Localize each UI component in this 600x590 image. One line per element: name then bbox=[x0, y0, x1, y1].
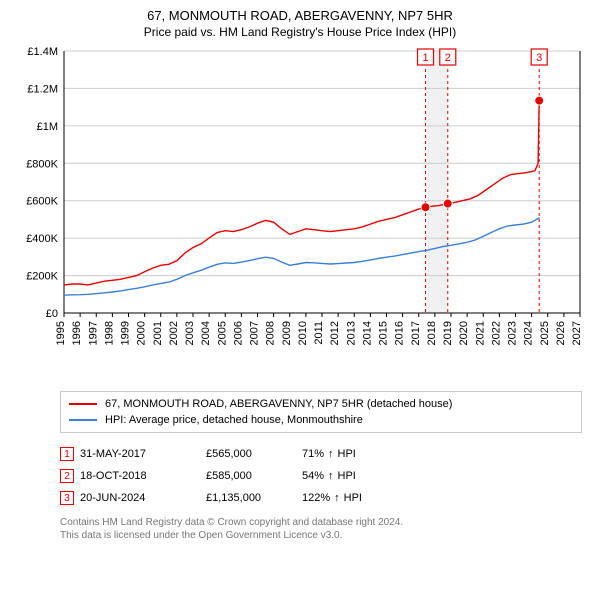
svg-text:1999: 1999 bbox=[120, 321, 132, 345]
svg-text:2000: 2000 bbox=[136, 321, 148, 345]
sale-marker: 3 bbox=[60, 491, 74, 505]
svg-text:2007: 2007 bbox=[249, 321, 261, 345]
title-main: 67, MONMOUTH ROAD, ABERGAVENNY, NP7 5HR bbox=[10, 8, 590, 23]
svg-text:2002: 2002 bbox=[168, 321, 180, 345]
svg-text:£400K: £400K bbox=[26, 233, 58, 245]
svg-text:2010: 2010 bbox=[297, 321, 309, 345]
svg-text:2025: 2025 bbox=[539, 321, 551, 345]
svg-text:£1.4M: £1.4M bbox=[27, 46, 58, 58]
chart-svg: £0 £200K £400K £600K £800K £1M £1.2M £1.4M 1995 1… bbox=[10, 45, 590, 385]
footer-line-2: This data is licensed under the Open Gov… bbox=[60, 530, 582, 543]
sale-marker: 2 bbox=[60, 469, 74, 483]
svg-text:2023: 2023 bbox=[507, 321, 519, 345]
svg-text:£200K: £200K bbox=[26, 271, 58, 283]
legend-swatch bbox=[69, 403, 97, 405]
svg-text:2003: 2003 bbox=[184, 321, 196, 345]
svg-text:1996: 1996 bbox=[71, 321, 83, 345]
sale-delta: 71%↑HPI bbox=[302, 448, 402, 460]
chart-area: £0 £200K £400K £600K £800K £1M £1.2M £1.4M 1995 1… bbox=[10, 45, 590, 385]
chart-container: 67, MONMOUTH ROAD, ABERGAVENNY, NP7 5HR … bbox=[0, 0, 600, 590]
svg-text:2019: 2019 bbox=[442, 321, 454, 345]
sale-price: £585,000 bbox=[206, 470, 296, 482]
legend-swatch bbox=[69, 419, 97, 421]
sale-marker: 1 bbox=[60, 447, 74, 461]
arrow-up-icon: ↑ bbox=[328, 448, 334, 460]
svg-text:1997: 1997 bbox=[87, 321, 99, 345]
sale-price: £565,000 bbox=[206, 448, 296, 460]
svg-text:2: 2 bbox=[445, 52, 451, 64]
svg-text:£600K: £600K bbox=[26, 196, 58, 208]
sale-row: 3 20-JUN-2024 £1,135,000 122%↑HPI bbox=[60, 487, 582, 509]
svg-text:2006: 2006 bbox=[232, 321, 244, 345]
svg-text:2008: 2008 bbox=[265, 321, 277, 345]
svg-text:£1.2M: £1.2M bbox=[27, 83, 58, 95]
svg-text:2014: 2014 bbox=[361, 321, 373, 345]
sales-table: 1 31-MAY-2017 £565,000 71%↑HPI 2 18-OCT-2018 £… bbox=[60, 443, 582, 509]
svg-text:2005: 2005 bbox=[216, 321, 228, 345]
svg-text:2026: 2026 bbox=[555, 321, 567, 345]
sale-delta: 54%↑HPI bbox=[302, 470, 402, 482]
svg-text:2021: 2021 bbox=[474, 321, 486, 345]
sale-date: 20-JUN-2024 bbox=[80, 492, 200, 504]
svg-text:2013: 2013 bbox=[345, 321, 357, 345]
legend-item: 67, MONMOUTH ROAD, ABERGAVENNY, NP7 5HR … bbox=[69, 396, 573, 412]
svg-text:1: 1 bbox=[422, 52, 428, 64]
svg-text:£0: £0 bbox=[46, 308, 58, 320]
svg-text:2017: 2017 bbox=[410, 321, 422, 345]
svg-text:2022: 2022 bbox=[490, 321, 502, 345]
svg-text:1998: 1998 bbox=[103, 321, 115, 345]
sale-date: 18-OCT-2018 bbox=[80, 470, 200, 482]
title-sub: Price paid vs. HM Land Registry's House … bbox=[10, 25, 590, 39]
svg-text:£800K: £800K bbox=[26, 158, 58, 170]
sale-delta: 122%↑HPI bbox=[302, 492, 402, 504]
svg-text:£1M: £1M bbox=[37, 121, 58, 133]
svg-text:3: 3 bbox=[536, 52, 542, 64]
arrow-up-icon: ↑ bbox=[328, 470, 334, 482]
arrow-up-icon: ↑ bbox=[334, 492, 340, 504]
svg-text:2020: 2020 bbox=[458, 321, 470, 345]
footer-attribution: Contains HM Land Registry data © Crown c… bbox=[60, 517, 582, 542]
legend-item: HPI: Average price, detached house, Monm… bbox=[69, 412, 573, 428]
footer-line-1: Contains HM Land Registry data © Crown c… bbox=[60, 517, 582, 530]
svg-text:2027: 2027 bbox=[571, 321, 583, 345]
svg-text:2018: 2018 bbox=[426, 321, 438, 345]
legend-label: 67, MONMOUTH ROAD, ABERGAVENNY, NP7 5HR … bbox=[105, 398, 452, 410]
sale-row: 2 18-OCT-2018 £585,000 54%↑HPI bbox=[60, 465, 582, 487]
svg-text:2009: 2009 bbox=[281, 321, 293, 345]
title-block: 67, MONMOUTH ROAD, ABERGAVENNY, NP7 5HR … bbox=[10, 8, 590, 39]
svg-text:2004: 2004 bbox=[200, 321, 212, 345]
svg-text:2001: 2001 bbox=[152, 321, 164, 345]
sale-date: 31-MAY-2017 bbox=[80, 448, 200, 460]
svg-text:2016: 2016 bbox=[394, 321, 406, 345]
svg-text:1995: 1995 bbox=[55, 321, 67, 345]
legend: 67, MONMOUTH ROAD, ABERGAVENNY, NP7 5HR … bbox=[60, 391, 582, 433]
sale-price: £1,135,000 bbox=[206, 492, 296, 504]
legend-label: HPI: Average price, detached house, Monm… bbox=[105, 414, 363, 426]
svg-text:2015: 2015 bbox=[378, 321, 390, 345]
sale-row: 1 31-MAY-2017 £565,000 71%↑HPI bbox=[60, 443, 582, 465]
svg-text:2011: 2011 bbox=[313, 321, 325, 345]
svg-text:2024: 2024 bbox=[523, 321, 535, 345]
svg-text:2012: 2012 bbox=[329, 321, 341, 345]
